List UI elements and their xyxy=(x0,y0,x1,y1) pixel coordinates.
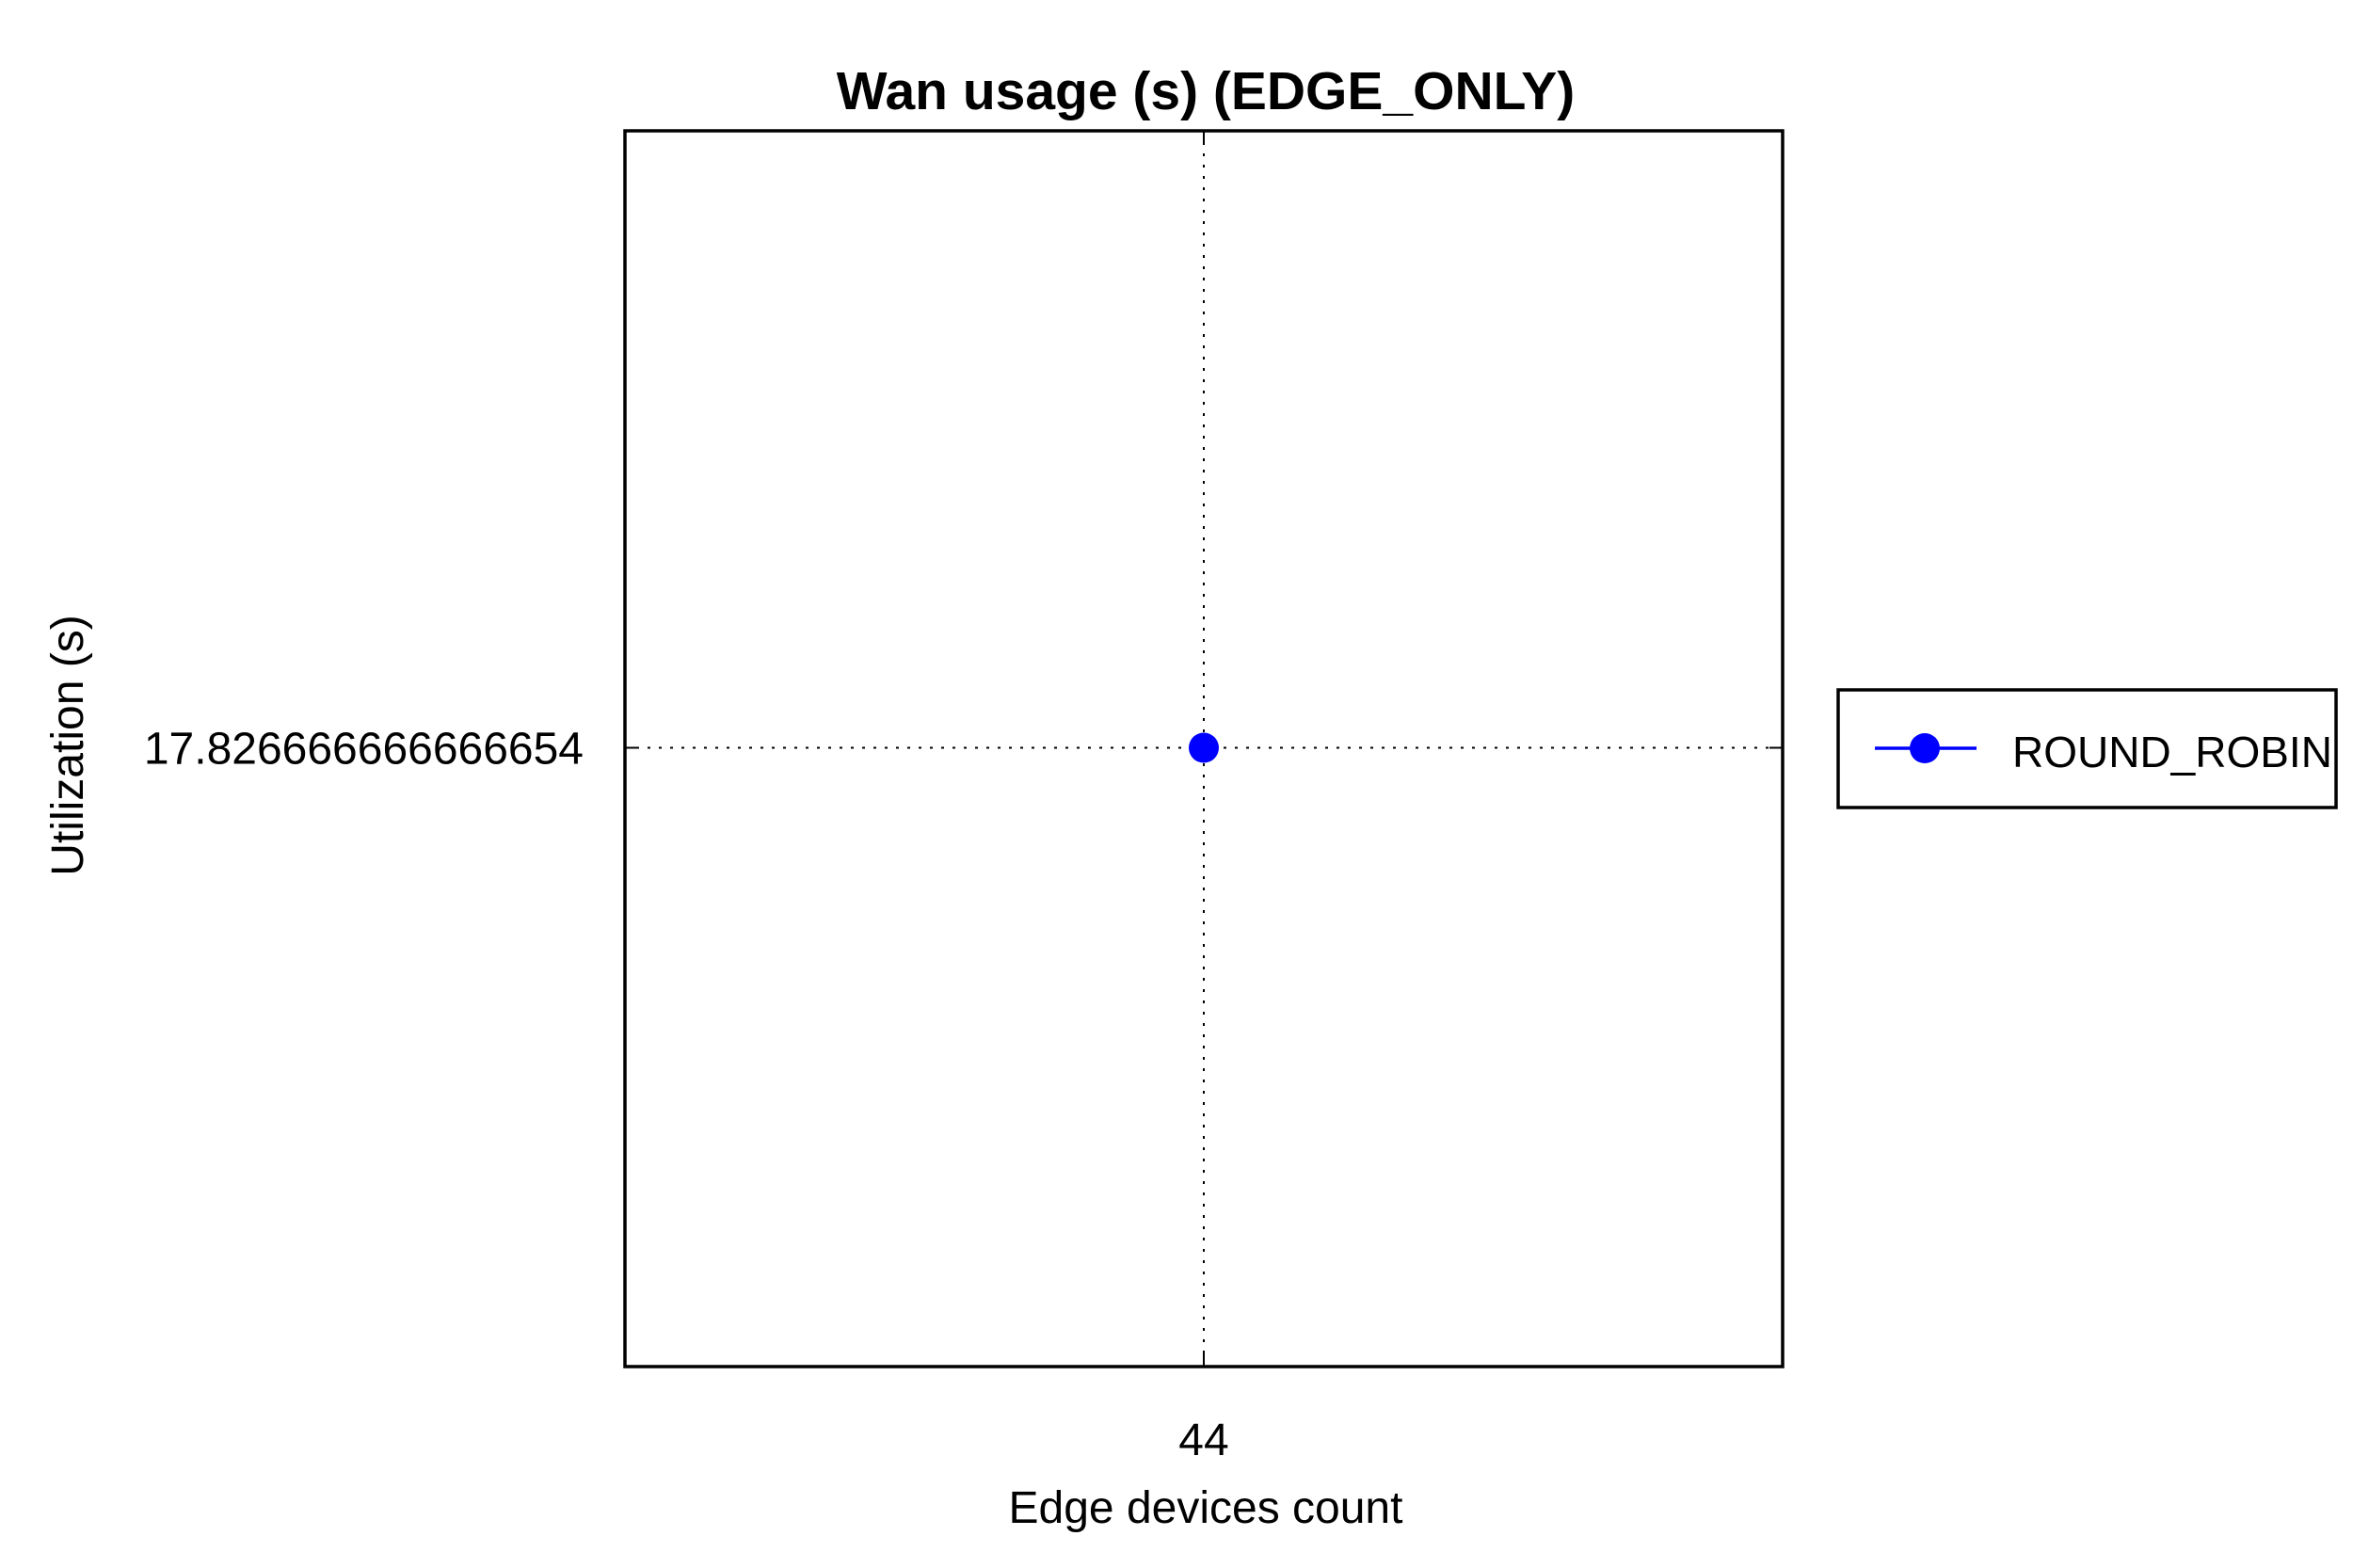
series-layer xyxy=(1189,732,1219,763)
x-tick-labels: 44 xyxy=(1178,1416,1228,1465)
x-tick-label: 44 xyxy=(1178,1416,1228,1465)
y-tick-label: 17.826666666666654 xyxy=(144,725,584,775)
axis-ticks xyxy=(625,131,1783,1367)
legend-label-round-robin: ROUND_ROBIN xyxy=(2012,728,2332,776)
legend: ROUND_ROBIN xyxy=(1836,688,2338,809)
x-axis-label: Edge devices count xyxy=(1009,1483,1403,1533)
plot-frame xyxy=(623,129,1785,1368)
y-axis-label: Utilization (s) xyxy=(43,615,93,875)
chart-title: Wan usage (s) (EDGE_ONLY) xyxy=(837,61,1575,121)
legend-box xyxy=(1836,688,2338,809)
y-tick-labels: 17.826666666666654 xyxy=(144,725,584,775)
data-point xyxy=(1189,732,1219,763)
legend-marker-round-robin xyxy=(1910,733,1940,763)
